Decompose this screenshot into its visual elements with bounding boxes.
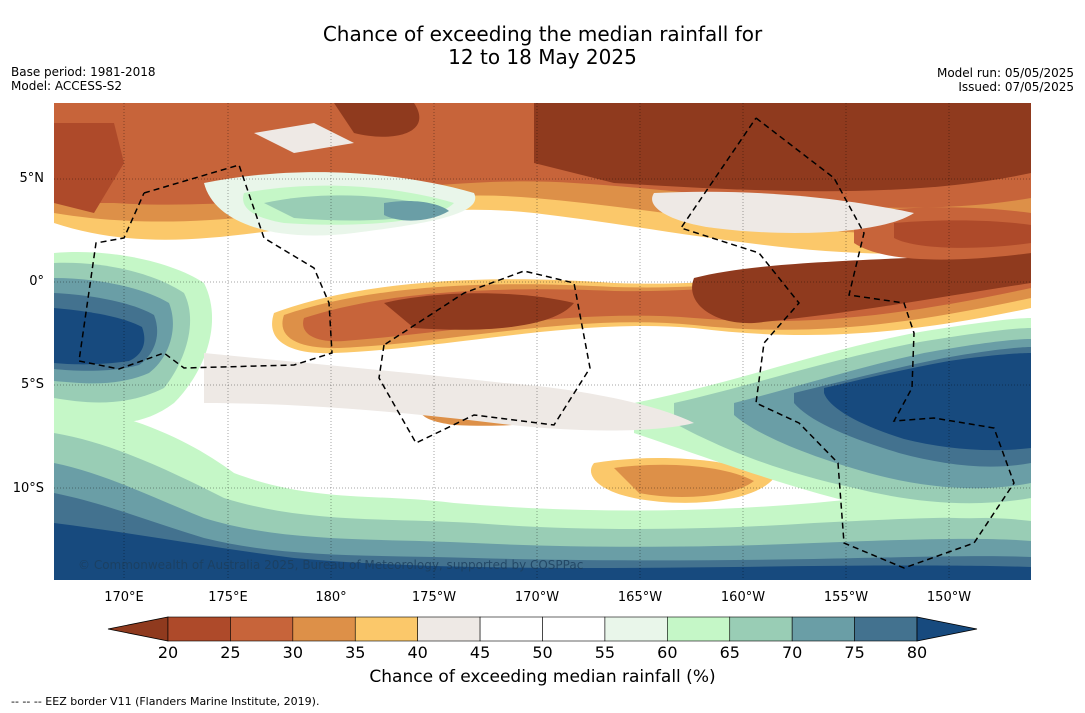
lon-label: 160°W (720, 590, 766, 605)
colorbar-segment (667, 616, 731, 642)
colorbar-tick-label: 40 (407, 643, 428, 662)
colorbar-label: Chance of exceeding median rainfall (%) (369, 667, 716, 687)
lon-label: 180° (315, 590, 347, 605)
colorbar-segment (292, 616, 356, 642)
colorbar-tick-label: 60 (657, 643, 678, 662)
model-run-text: Model run: 05/05/2025 (936, 66, 1074, 80)
colorbar-segment (354, 616, 418, 642)
model-text: Model: ACCESS-S2 (11, 79, 123, 93)
colorbar-segment (542, 616, 606, 642)
eez-footnote: -- -- -- EEZ border V11 (Flanders Marine… (11, 695, 320, 708)
colorbar-extend-low (107, 616, 169, 642)
colorbar-tick-label: 75 (844, 643, 865, 662)
lat-label: 5°N (19, 171, 45, 186)
colorbar-segment (230, 616, 294, 642)
lat-label: 10°S (12, 481, 44, 496)
colorbar-segment (729, 616, 793, 642)
colorbar-segment (417, 616, 481, 642)
map-graticule (54, 103, 1031, 580)
issued-text: Issued: 07/05/2025 (958, 80, 1074, 94)
colorbar-segment (167, 616, 231, 642)
colorbar-tick-label: 80 (906, 643, 928, 662)
lon-label: 165°W (617, 590, 663, 605)
colorbar-tick-label: 50 (532, 643, 553, 662)
copyright-text: © Commonwealth of Australia 2025, Bureau… (78, 558, 584, 572)
eez-borders (78, 117, 1015, 569)
lon-label: 175°E (208, 590, 248, 605)
lat-label: 0° (29, 274, 44, 289)
lon-label: 170°W (514, 590, 560, 605)
colorbar-tick-label: 45 (469, 643, 491, 662)
colorbar-tick-label: 20 (157, 643, 179, 662)
colorbar-segment (604, 616, 668, 642)
colorbar-tick-label: 65 (719, 643, 740, 662)
rainfall-field-svg (54, 103, 1031, 580)
colorbar-segment (479, 616, 543, 642)
colorbar-tick-label: 30 (282, 643, 304, 662)
colorbar-tick-label: 55 (594, 643, 616, 662)
lat-label: 5°S (20, 377, 44, 392)
colorbar-segment (791, 616, 855, 642)
colorbar-tick-label: 70 (781, 643, 803, 662)
colorbar-tick-label: 25 (220, 643, 241, 662)
colorbar-tick-label: 35 (345, 643, 366, 662)
map-title-line2: 12 to 18 May 2025 (448, 45, 637, 69)
lon-label: 155°W (823, 590, 869, 605)
base-period-text: Base period: 1981-2018 (11, 65, 156, 79)
map-title-line1: Chance of exceeding the median rainfall … (322, 22, 763, 46)
colorbar-extend-high (916, 616, 978, 642)
colorbar-segment (854, 616, 918, 642)
lon-label: 150°W (926, 590, 972, 605)
meta-left: Base period: 1981-2018 Model: ACCESS-S2 (11, 65, 156, 93)
rainfall-map: © Commonwealth of Australia 2025, Bureau… (54, 103, 1031, 580)
lon-label: 170°E (104, 590, 144, 605)
meta-right: Model run: 05/05/2025 Issued: 07/05/2025 (937, 66, 1074, 94)
lon-label: 175°W (411, 590, 457, 605)
